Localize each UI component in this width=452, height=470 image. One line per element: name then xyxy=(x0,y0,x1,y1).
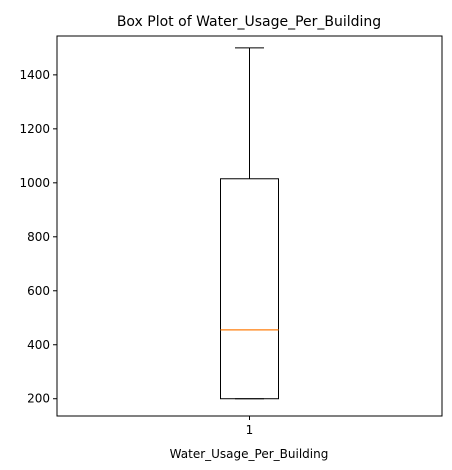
y-tick-label: 800 xyxy=(27,230,50,244)
y-tick-label: 200 xyxy=(27,392,50,406)
y-tick-label: 1000 xyxy=(19,176,50,190)
x-axis-label: Water_Usage_Per_Building xyxy=(170,447,329,461)
chart-title: Box Plot of Water_Usage_Per_Building xyxy=(117,14,381,30)
y-tick-label: 400 xyxy=(27,338,50,352)
y-tick-label: 600 xyxy=(27,284,50,298)
y-tick-label: 1400 xyxy=(19,68,50,82)
plot-area: 200 400 600 800 1000 1200 1400 1 xyxy=(19,35,443,437)
y-tick-label: 1200 xyxy=(19,122,50,136)
box-iqr xyxy=(220,178,279,400)
x-tick-label: 1 xyxy=(246,423,254,437)
